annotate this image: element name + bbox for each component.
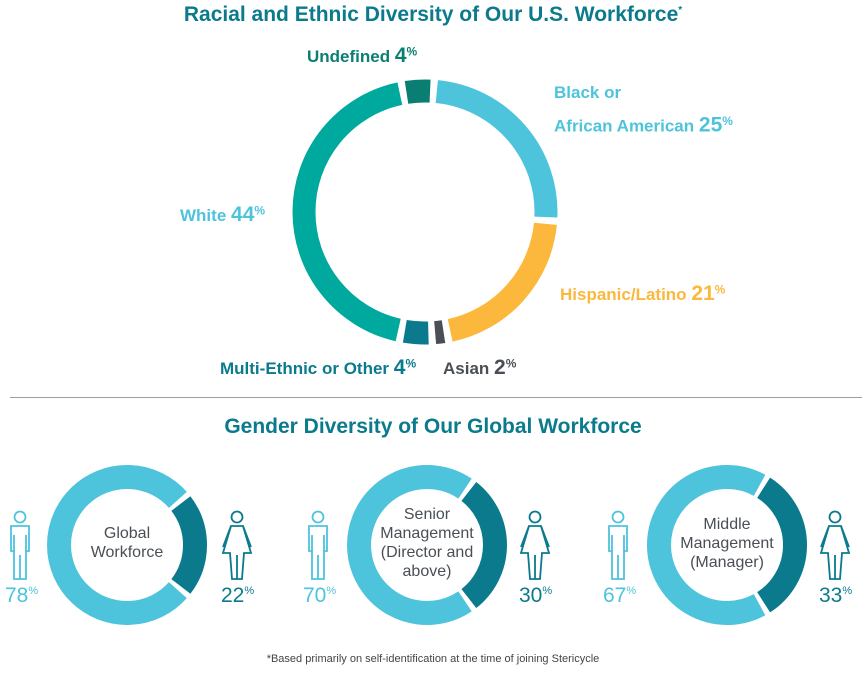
label-black-or-african-american: Black or African American 25% (554, 83, 733, 137)
slice-value: 4 (394, 44, 407, 67)
donut-female-arc (171, 496, 207, 594)
label-hispanic-latino: Hispanic/Latino 21% (560, 282, 726, 305)
donut-female-arc (756, 477, 807, 613)
slice-label: White (180, 206, 227, 225)
slice-value: 21 (691, 282, 715, 305)
label-white: White 44% (180, 203, 266, 226)
slice-label: Undefined (307, 47, 391, 66)
slice-value: 44 (231, 203, 255, 226)
donut-center-label: Senior Management (Director and above) (380, 506, 474, 580)
donut-female-arc (461, 481, 507, 609)
label-undefined: Undefined 4% (307, 44, 418, 67)
donut-center-label: Global Workforce (90, 525, 164, 561)
slice-value: 2 (494, 356, 506, 379)
slice-multi-ethnic-or-other (402, 319, 429, 345)
male-icon (10, 510, 30, 580)
male-icon (608, 510, 628, 580)
slice-black-or-african-american (435, 80, 558, 218)
male-percent: 70% (303, 584, 337, 607)
label-asian: Asian 2% (443, 356, 517, 379)
slice-undefined (404, 79, 431, 104)
female-icon (819, 510, 851, 580)
donut-center-label: Middle Management (Manager) (680, 515, 774, 571)
slice-label-2: African American (554, 116, 695, 136)
slice-hispanic-latino (447, 222, 557, 342)
donut-male-arc (647, 465, 766, 625)
label-multi-ethnic-or-other: Multi-Ethnic or Other 4% (220, 356, 417, 379)
donut-male-arc (347, 465, 472, 625)
slice-white (292, 82, 403, 342)
slice-label: Asian (443, 359, 490, 378)
female-icon (221, 510, 253, 580)
female-percent: 33% (819, 584, 853, 607)
male-percent: 67% (603, 584, 637, 607)
male-percent: 78% (5, 584, 39, 607)
slice-value: 25 (698, 113, 723, 137)
slice-label: Black or (554, 83, 622, 102)
female-percent: 22% (221, 584, 255, 607)
racial-chart-title: Racial and Ethnic Diversity of Our U.S. … (183, 3, 683, 26)
slice-asian (434, 320, 446, 345)
donut-male-arc (47, 465, 187, 625)
female-percent: 30% (519, 584, 553, 607)
gender-chart-title: Gender Diversity of Our Global Workforce (224, 415, 642, 438)
slice-label: Multi-Ethnic or Other (220, 359, 390, 378)
male-icon (308, 510, 328, 580)
slice-value: 4 (393, 356, 406, 379)
slice-label: Hispanic/Latino (560, 285, 687, 304)
female-icon (519, 510, 551, 580)
footnote: *Based primarily on self-identification … (266, 653, 600, 665)
section-divider (10, 397, 862, 398)
